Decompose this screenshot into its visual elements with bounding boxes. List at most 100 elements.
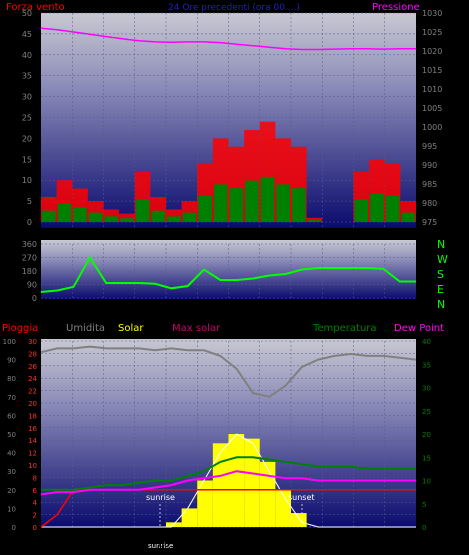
wind-average-bar: [229, 188, 244, 222]
temperature-tick-label: 20: [422, 431, 431, 439]
wind-average-bar: [198, 195, 212, 222]
y-tick-label: 25: [22, 114, 32, 123]
rain-tick-label: 22: [28, 388, 37, 396]
rain-tick-label: 4: [33, 499, 38, 507]
legend-solar: Solar: [118, 323, 144, 334]
wind-average-bar: [151, 210, 165, 222]
humidity-tick-label: 50: [7, 431, 16, 439]
y-tick-label: 45: [22, 30, 32, 39]
humidity-tick-label: 30: [7, 468, 16, 476]
y-tick-label: 0: [27, 218, 32, 227]
wind-bar: [119, 213, 135, 222]
compass-label: N: [437, 298, 445, 311]
rain-tick-label: 12: [28, 450, 37, 458]
y-tick-label: 5: [27, 197, 32, 206]
wind-average-bar: [135, 199, 150, 222]
humidity-tick-label: 20: [7, 487, 16, 495]
y-tick-label: 30: [22, 93, 32, 102]
legend-rain: Pioggia: [2, 323, 38, 334]
rain-tick-label: 30: [28, 338, 37, 346]
wind-average-bar: [213, 184, 228, 222]
wind-average-bar: [385, 195, 400, 222]
legend-max-solar: Max solar: [172, 323, 221, 334]
y-right-tick-label: 1005: [422, 104, 442, 113]
wind-average-bar: [245, 180, 259, 222]
dew-point-line: [40, 470, 416, 496]
compass-label: N: [437, 238, 445, 251]
max-solar-line: [41, 433, 416, 528]
temperature-tick-label: 25: [422, 408, 431, 416]
wind-average-bar: [73, 206, 87, 222]
x-tick-label: 10: [190, 231, 202, 241]
y-tick-label: 270: [22, 254, 37, 263]
rain-tick-label: 24: [28, 375, 37, 383]
y-right-tick-label: 985: [422, 180, 437, 189]
y-right-tick-label: 1030: [422, 9, 442, 18]
legend-humidity: Umidita: [66, 323, 105, 334]
x-tick-label: 22: [381, 231, 392, 241]
solar-bar: [181, 508, 198, 527]
temperature-tick-label: 10: [422, 478, 431, 486]
humidity-tick-label: 10: [7, 505, 16, 513]
wind-direction-line: [40, 255, 416, 293]
y-right-tick-label: 1015: [422, 66, 442, 75]
humidity-tick-label: 70: [7, 394, 16, 402]
y-right-tick-label: 1020: [422, 47, 442, 56]
wind-average-bar: [292, 188, 306, 222]
temperature-tick-label: 30: [422, 385, 431, 393]
x-tick-label: 06: [126, 540, 138, 550]
y-tick-label: 360: [22, 240, 37, 249]
y-right-tick-label: 1000: [422, 123, 442, 132]
humidity-tick-label: 100: [3, 338, 16, 346]
period-label: 24 Ore precedenti (ora 00 ...): [168, 3, 300, 13]
humidity-tick-label: 40: [7, 450, 16, 458]
x-tick-label: 08: [158, 540, 170, 550]
humidity-line: [40, 345, 417, 398]
y-right-tick-label: 1010: [422, 85, 442, 94]
temperature-line: [41, 456, 416, 491]
sunrise-axis-label: sunrise: [148, 542, 173, 550]
x-tick-label: 00: [413, 231, 425, 241]
rain-tick-label: 20: [28, 400, 37, 408]
pressure-label: Pressione: [372, 2, 420, 13]
wind-average-bar: [182, 212, 197, 222]
legend-dew-point: Dew Point: [394, 323, 444, 334]
x-tick-label: 12: [222, 231, 233, 241]
wind-average-bar: [167, 216, 181, 222]
wind-average-bar: [401, 212, 415, 222]
humidity-tick-label: 0: [12, 524, 16, 532]
wind-average-bar: [57, 203, 72, 222]
x-tick-label: 14: [254, 540, 266, 550]
legend-temperature: Temperatura: [312, 323, 377, 334]
x-tick-label: 16: [286, 231, 298, 241]
y-right-tick-label: 1025: [422, 28, 442, 37]
compass-label: E: [437, 283, 444, 296]
solar-bar: [244, 438, 260, 527]
pressure-line: [40, 27, 416, 51]
rain-tick-label: 2: [33, 512, 37, 520]
rain-tick-label: 8: [33, 474, 37, 482]
sunset-label: sunset: [288, 493, 315, 502]
temperature-tick-label: 0: [422, 524, 426, 532]
y-tick-label: 15: [22, 155, 32, 164]
temperature-tick-label: 15: [422, 454, 431, 462]
x-tick-label: 14: [254, 231, 266, 241]
x-tick-label: 02: [62, 231, 73, 241]
x-tick-label: 20: [349, 231, 361, 241]
solar-bar: [228, 434, 245, 527]
y-tick-label: 10: [22, 176, 32, 185]
solar-bar: [291, 513, 307, 527]
y-tick-label: 180: [22, 267, 37, 276]
x-tick-label: 22: [381, 540, 392, 550]
temperature-tick-label: 35: [422, 361, 431, 369]
rain-tick-label: 18: [28, 412, 37, 420]
x-tick-label: 18: [317, 540, 329, 550]
legend: Pioggia Umidita Solar Max solar Temperat…: [2, 323, 444, 334]
wind-bar: [306, 217, 323, 222]
y-tick-label: 0: [32, 294, 37, 303]
compass-label: S: [437, 268, 444, 281]
x-tick-label: 18: [317, 231, 329, 241]
